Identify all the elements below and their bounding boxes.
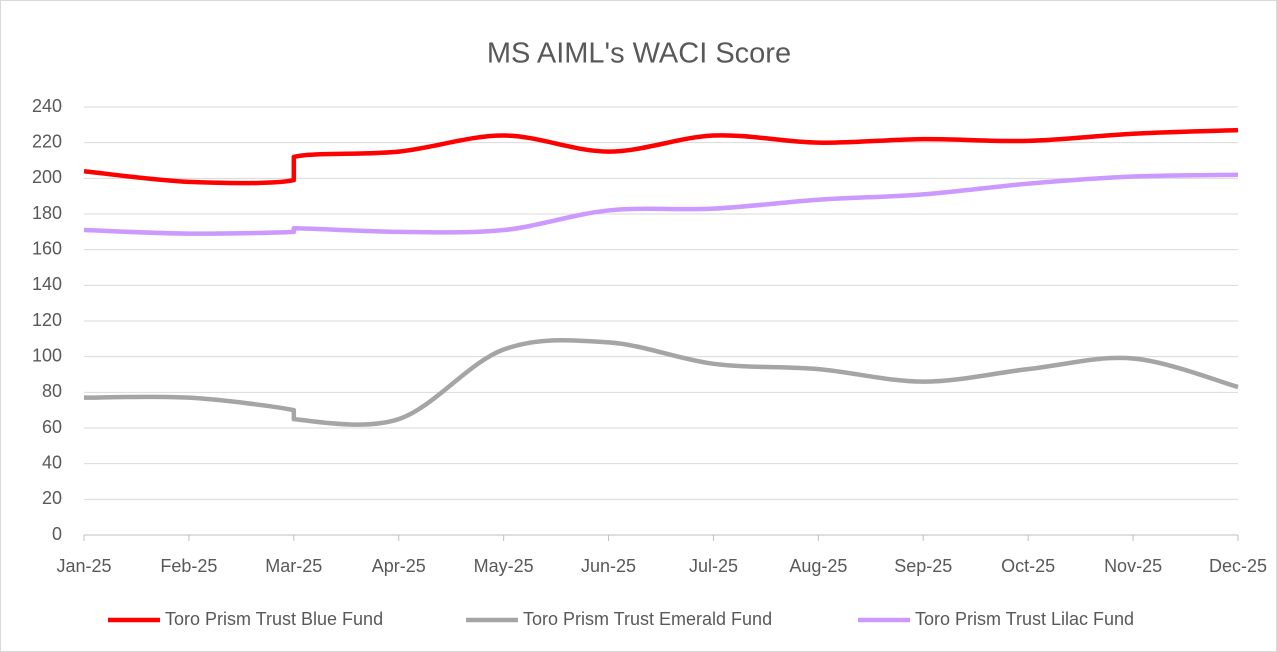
x-tick-label: Nov-25: [1104, 556, 1162, 576]
y-tick-label: 0: [52, 524, 62, 544]
y-tick-label: 200: [32, 167, 62, 187]
series-line: [83, 337, 1239, 427]
series-line: [83, 127, 1239, 186]
x-tick-label: Aug-25: [789, 556, 847, 576]
x-tick-label: Sep-25: [894, 556, 952, 576]
x-tick-label: Feb-25: [160, 556, 217, 576]
y-tick-label: 180: [32, 203, 62, 223]
series-line: [83, 172, 1239, 236]
y-tick-label: 20: [42, 488, 62, 508]
y-tick-label: 160: [32, 238, 62, 258]
legend-label: Toro Prism Trust Blue Fund: [165, 609, 383, 629]
x-tick-label: Jun-25: [581, 556, 636, 576]
x-tick-label: Jan-25: [56, 556, 111, 576]
y-tick-label: 240: [32, 96, 62, 116]
x-tick-label: Oct-25: [1001, 556, 1055, 576]
y-tick-label: 220: [32, 131, 62, 151]
y-tick-label: 60: [42, 417, 62, 437]
chart-title: MS AIML's WACI Score: [487, 38, 791, 70]
y-tick-label: 120: [32, 310, 62, 330]
legend-label: Toro Prism Trust Lilac Fund: [915, 609, 1134, 629]
y-tick-label: 140: [32, 274, 62, 294]
y-tick-label: 100: [32, 345, 62, 365]
x-tick-label: May-25: [474, 556, 534, 576]
x-tick-label: Apr-25: [372, 556, 426, 576]
y-tick-label: 80: [42, 381, 62, 401]
y-tick-label: 40: [42, 452, 62, 472]
x-tick-label: Jul-25: [689, 556, 738, 576]
legend-label: Toro Prism Trust Emerald Fund: [523, 609, 772, 629]
x-tick-label: Dec-25: [1209, 556, 1267, 576]
x-tick-label: Mar-25: [265, 556, 322, 576]
